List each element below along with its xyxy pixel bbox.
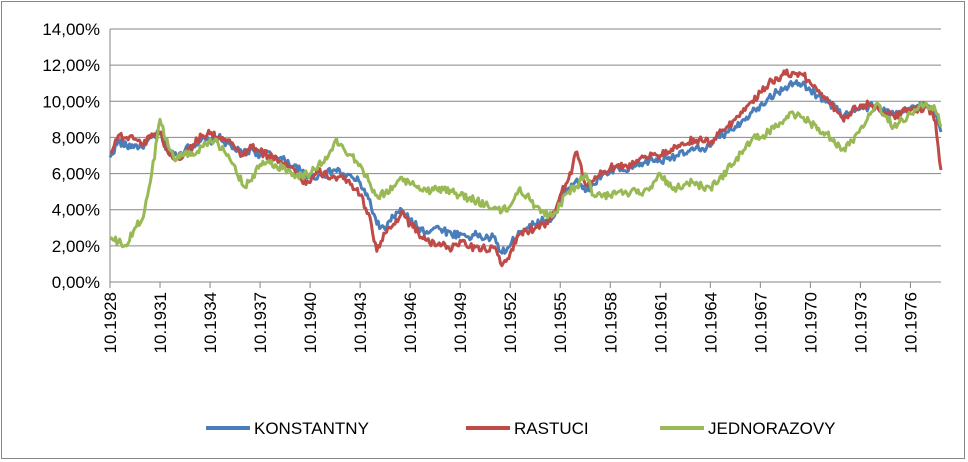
x-tick-label: 10.1964 [701,292,720,353]
x-tick-label: 10.1976 [901,292,920,353]
y-tick-label: 0,00% [52,273,100,292]
x-tick-label: 10.1931 [151,292,170,353]
x-tick-label: 10.1934 [201,292,220,353]
x-tick-label: 10.1937 [251,292,270,353]
grid-lines [110,28,941,247]
x-tick-label: 10.1955 [551,292,570,353]
legend-item-rastuci: RASTUCI [466,419,589,438]
y-tick-label: 2,00% [52,237,100,256]
y-tick-label: 4,00% [52,201,100,220]
y-tick-label: 12,00% [42,56,100,75]
x-tick-label: 10.1952 [501,292,520,353]
x-tick-label: 10.1967 [751,292,770,353]
legend-label: KONSTANTNY [254,419,369,438]
series-line-jednorazovy [109,100,943,249]
x-axis-tick-labels: 10.1928 10.1931 10.1934 10.1937 10.1940 10.19… [101,292,920,353]
y-axis-tick-labels: 0,00% 2,00% 4,00% 6,00% 8,00% 10,00% 12,00% 14,… [42,20,100,292]
y-tick-label: 8,00% [52,128,100,147]
axes [109,29,941,288]
x-tick-label: 10.1961 [651,292,670,353]
y-tick-label: 14,00% [42,20,100,39]
x-tick-label: 10.1970 [801,292,820,353]
series-line-rastuci [109,68,943,268]
x-tick-label: 10.1946 [401,292,420,353]
x-tick-label: 10.1940 [301,292,320,353]
legend-label: JEDNORAZOVY [708,419,836,438]
x-tick-label: 10.1943 [351,292,370,353]
legend-label: RASTUCI [514,419,589,438]
y-tick-label: 6,00% [52,165,100,184]
legend: KONSTANTNY RASTUCI JEDNORAZOVY [206,419,836,438]
legend-item-jednorazovy: JEDNORAZOVY [660,419,836,438]
series-lines [108,68,943,268]
y-tick-label: 10,00% [42,92,100,111]
x-tick-label: 10.1928 [101,292,120,353]
x-tick-label: 10.1949 [451,292,470,353]
x-tick-label: 10.1958 [601,292,620,353]
legend-item-konstantny: KONSTANTNY [206,419,369,438]
x-tick-label: 10.1973 [851,292,870,353]
